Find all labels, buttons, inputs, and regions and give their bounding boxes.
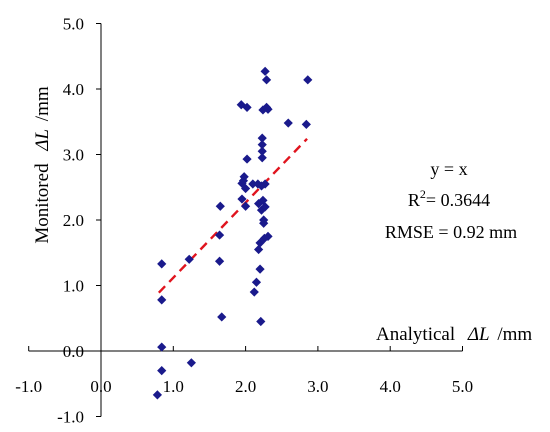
data-point — [186, 358, 196, 368]
r-squared-label: R2= 0.3644 — [408, 187, 490, 210]
data-point — [260, 179, 270, 189]
data-point — [241, 183, 251, 194]
data-point — [214, 230, 225, 240]
x-tick-label: 2.0 — [235, 377, 256, 396]
data-point — [255, 264, 265, 274]
rmse-label: RMSE = 0.92 mm — [385, 222, 517, 242]
x-tick-label: 0.0 — [90, 377, 111, 396]
y-tick-label: 1.0 — [63, 277, 84, 296]
data-point — [257, 140, 267, 150]
x-tick-label: 1.0 — [163, 377, 184, 396]
data-point — [255, 238, 265, 248]
data-point — [263, 104, 273, 114]
data-point — [260, 66, 270, 76]
x-axis-label: Analytical ΔL /mm — [376, 324, 532, 345]
data-point — [263, 231, 273, 241]
data-point — [236, 100, 246, 110]
data-point — [283, 118, 293, 128]
trendline — [157, 137, 308, 294]
data-point — [239, 172, 249, 182]
data-point — [256, 316, 266, 327]
data-point — [215, 201, 225, 211]
data-point — [251, 277, 262, 287]
y-tick-label: -1.0 — [57, 408, 84, 427]
x-tick-label: -1.0 — [15, 377, 42, 396]
x-tick-label: 5.0 — [452, 377, 473, 396]
data-point — [260, 202, 270, 212]
data-point — [157, 259, 167, 269]
data-point — [259, 218, 269, 228]
data-point — [257, 146, 267, 156]
data-point — [237, 194, 247, 204]
data-point — [258, 195, 268, 205]
y-tick-label: 2.0 — [63, 211, 84, 230]
y-tick-label: 4.0 — [63, 80, 84, 99]
data-point — [242, 154, 252, 164]
data-point — [301, 119, 311, 129]
data-point — [152, 390, 162, 400]
data-point — [241, 201, 251, 211]
trendline-group — [157, 137, 308, 294]
equation-label: y = x — [430, 159, 467, 179]
data-point — [261, 75, 272, 85]
data-point — [258, 105, 268, 115]
y-tick-label: 0.0 — [63, 342, 84, 361]
data-point — [257, 133, 267, 143]
data-point — [217, 312, 227, 322]
data-point — [249, 287, 259, 297]
y-tick-label: 3.0 — [63, 146, 84, 165]
data-point — [257, 153, 267, 163]
y-axis-label: Monitored ΔL /mm — [32, 86, 53, 243]
tick-labels: -1.0 0.0 1.0 2.0 3.0 4.0 5.0 -1.0 0.0 1.0 2.0 3.0 4.… — [15, 15, 473, 427]
data-point — [184, 254, 194, 264]
x-tick-label: 3.0 — [307, 377, 328, 396]
data-points — [152, 66, 313, 400]
data-point — [157, 342, 167, 352]
data-point — [214, 256, 225, 266]
data-point — [157, 366, 167, 376]
y-tick-label: 5.0 — [63, 15, 84, 34]
data-point — [303, 75, 313, 85]
data-point — [242, 102, 252, 112]
data-point — [248, 179, 258, 189]
data-point — [157, 295, 167, 305]
data-point — [254, 244, 264, 255]
data-point — [253, 179, 263, 189]
x-tick-label: 4.0 — [380, 377, 401, 396]
axes — [28, 23, 463, 417]
